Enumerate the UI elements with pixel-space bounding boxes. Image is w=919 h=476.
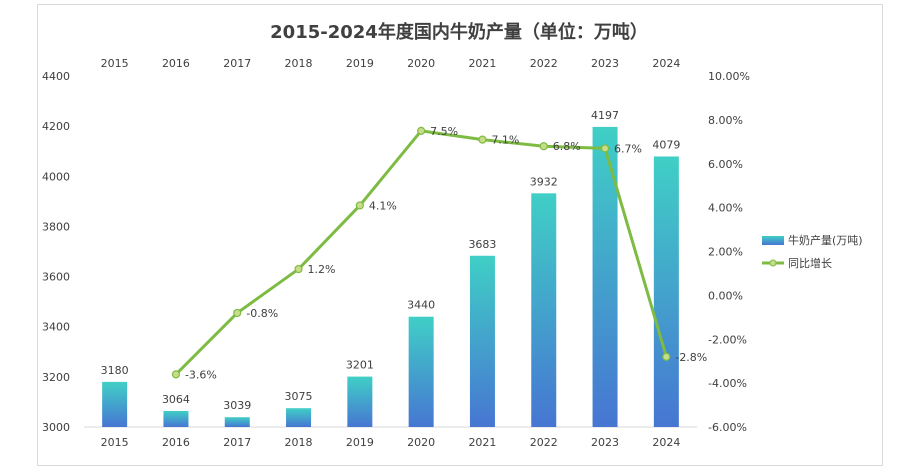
growth-point: [233, 308, 242, 318]
bottom-category-axis: 2015 2016 2017 2018 2019 2020 2021 2022 2023 2024: [101, 436, 681, 449]
right-percent-axis: -6.00% -4.00% -2.00% 0.00% 2.00% 4.00% 6.00% 8.…: [708, 70, 750, 434]
bottom-category-label: 2019: [346, 436, 374, 449]
growth-value-label: -3.6%: [185, 368, 217, 381]
right-tick-label: 2.00%: [708, 246, 743, 259]
left-tick-label: 4400: [42, 70, 70, 83]
bar-value-label: 3683: [468, 238, 496, 251]
bar-value-label: 3075: [285, 390, 313, 403]
growth-markers: [171, 126, 671, 379]
legend: 牛奶产量(万吨) 同比增长: [762, 233, 863, 270]
bar-value-label: 3039: [223, 399, 251, 412]
left-tick-label: 4000: [42, 170, 70, 183]
bar: [224, 417, 250, 427]
growth-value-label: 6.8%: [553, 140, 581, 153]
bar: [408, 316, 434, 427]
bottom-category-label: 2018: [285, 436, 313, 449]
growth-data-labels: -3.6% -0.8% 1.2% 4.1% 7.5% 7.1% 6.8% 6.7% -2.8%: [185, 125, 707, 382]
left-tick-label: 3200: [42, 371, 70, 384]
growth-point: [478, 135, 487, 144]
right-tick-label: -6.00%: [708, 421, 747, 434]
growth-point: [539, 142, 548, 151]
top-category-label: 2015: [101, 57, 129, 70]
bar: [347, 376, 373, 427]
bar: [531, 193, 557, 427]
growth-value-label: -2.8%: [675, 351, 707, 364]
growth-point: [355, 201, 364, 210]
right-tick-label: 6.00%: [708, 158, 743, 171]
bar: [653, 156, 679, 427]
bar: [592, 126, 618, 428]
bar-value-label: 3064: [162, 393, 190, 406]
top-category-label: 2018: [285, 57, 313, 70]
bar-data-labels: 3180 3064 3039 3075 3201 3440 3683 3932 4197 4079: [101, 109, 681, 412]
bottom-category-label: 2024: [652, 436, 680, 449]
top-category-label: 2021: [468, 57, 496, 70]
legend-bar-label: 牛奶产量(万吨): [788, 233, 863, 247]
bar-value-label: 3440: [407, 299, 435, 312]
top-category-label: 2017: [223, 57, 251, 70]
bar: [163, 410, 189, 427]
legend-line-label: 同比增长: [788, 256, 832, 270]
right-tick-label: -4.00%: [708, 377, 747, 390]
growth-value-label: -0.8%: [246, 307, 278, 320]
right-tick-label: 4.00%: [708, 202, 743, 215]
growth-point: [417, 126, 426, 135]
bar-value-label: 4197: [591, 109, 619, 122]
growth-point: [662, 352, 671, 361]
growth-point: [171, 370, 181, 379]
left-tick-label: 4200: [42, 120, 70, 133]
top-category-axis: 2015 2016 2017 2018 2019 2020 2021 2022 2023 2024: [101, 57, 681, 70]
bottom-category-label: 2015: [101, 436, 129, 449]
growth-value-label: 7.1%: [491, 134, 519, 147]
bar: [469, 255, 495, 427]
bottom-category-label: 2023: [591, 436, 619, 449]
bar-series: [102, 126, 679, 428]
right-tick-label: 10.00%: [708, 70, 750, 83]
top-category-label: 2022: [530, 57, 558, 70]
bar-value-label: 3180: [101, 364, 129, 377]
left-tick-label: 3000: [42, 421, 70, 434]
bar: [286, 408, 312, 427]
growth-point: [294, 264, 303, 274]
growth-value-label: 1.2%: [308, 263, 336, 276]
legend-line-marker: [769, 259, 777, 267]
bottom-category-label: 2017: [223, 436, 251, 449]
legend-bar-swatch: [762, 236, 784, 245]
top-category-label: 2020: [407, 57, 435, 70]
right-tick-label: 0.00%: [708, 289, 743, 302]
growth-point: [600, 144, 610, 153]
bottom-category-label: 2016: [162, 436, 190, 449]
bar-value-label: 3201: [346, 359, 374, 372]
bar-value-label: 4079: [652, 138, 680, 151]
bar: [102, 381, 128, 427]
top-category-label: 2023: [591, 57, 619, 70]
growth-value-label: 6.7%: [614, 142, 642, 155]
top-category-label: 2016: [162, 57, 190, 70]
chart-frame: [37, 4, 883, 466]
growth-value-label: 4.1%: [369, 199, 397, 212]
bottom-category-label: 2022: [530, 436, 558, 449]
left-tick-label: 3600: [42, 271, 70, 284]
left-tick-label: 3800: [42, 220, 70, 233]
left-value-axis: 3000 3200 3400 3600 3800 4000 4200 4400: [42, 70, 70, 434]
left-tick-label: 3400: [42, 321, 70, 334]
right-tick-label: 8.00%: [708, 114, 743, 127]
top-category-label: 2024: [652, 57, 680, 70]
bar-value-label: 3932: [530, 175, 558, 188]
chart-title: 2015-2024年度国内牛奶产量（单位：万吨）: [270, 21, 648, 43]
top-category-label: 2019: [346, 57, 374, 70]
bottom-category-label: 2021: [468, 436, 496, 449]
bottom-category-label: 2020: [407, 436, 435, 449]
right-tick-label: -2.00%: [708, 333, 747, 346]
growth-value-label: 7.5%: [430, 125, 458, 138]
